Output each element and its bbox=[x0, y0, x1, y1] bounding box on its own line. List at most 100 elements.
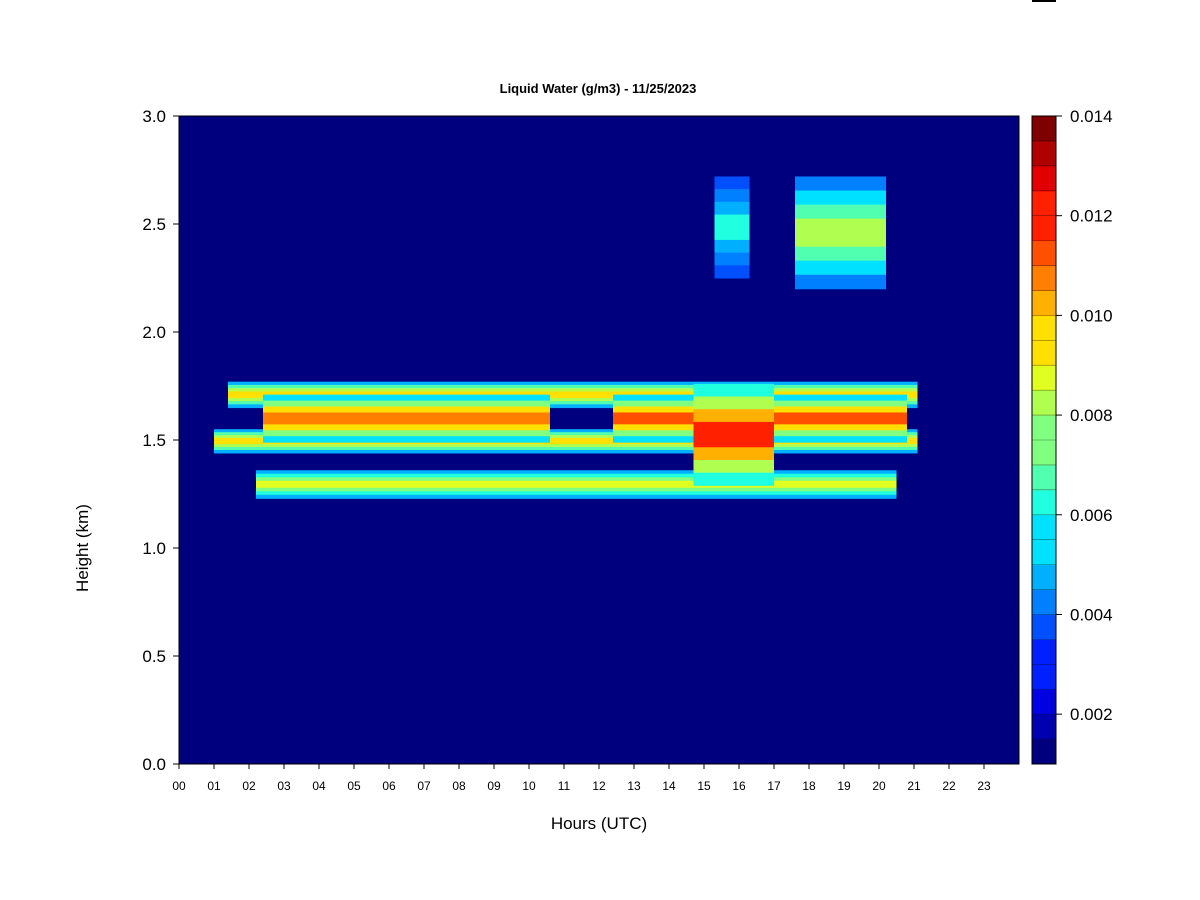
colorbar-segment bbox=[1032, 365, 1056, 391]
heatmap-cell bbox=[263, 400, 550, 408]
colorbar-segment bbox=[1032, 415, 1056, 441]
colorbar-tick-label: 0.004 bbox=[1070, 605, 1113, 624]
x-tick-label: 13 bbox=[627, 779, 641, 793]
x-tick-label: 16 bbox=[732, 779, 746, 793]
heatmap-cell bbox=[714, 176, 750, 190]
x-tick-label: 14 bbox=[662, 779, 676, 793]
heatmap-cell bbox=[263, 418, 550, 425]
colorbar-tick-label: 0.014 bbox=[1070, 107, 1113, 126]
heatmap-cell bbox=[795, 246, 886, 262]
colorbar-frame bbox=[1031, 115, 1057, 765]
heatmap-cell bbox=[263, 430, 550, 437]
heatmap-cell bbox=[714, 265, 750, 279]
x-tick-label: 05 bbox=[347, 779, 361, 793]
y-tick-label: 1.5 bbox=[142, 431, 166, 450]
x-tick-label: 18 bbox=[802, 779, 816, 793]
heatmap-cell bbox=[714, 227, 750, 241]
heatmap-cell bbox=[714, 214, 750, 228]
colorbar-segment bbox=[1032, 116, 1056, 142]
heatmap-cell bbox=[795, 260, 886, 276]
heatmap-cell bbox=[214, 438, 918, 442]
colorbar-tick-label: 0.002 bbox=[1070, 705, 1113, 724]
heatmap-cell bbox=[263, 394, 550, 402]
colorbar-segment bbox=[1032, 489, 1056, 516]
y-tick-label: 1.0 bbox=[142, 539, 166, 558]
heatmap-cell bbox=[714, 189, 750, 203]
colorbar-segment bbox=[1032, 539, 1056, 566]
colorbar-segment bbox=[1032, 514, 1056, 541]
heatmap-cell bbox=[795, 204, 886, 220]
heatmap-cell bbox=[256, 487, 897, 492]
heatmap-cell bbox=[714, 201, 750, 216]
x-tick-label: 21 bbox=[907, 779, 921, 793]
heatmap-cell bbox=[714, 252, 750, 266]
y-tick-label: 0.0 bbox=[142, 755, 166, 774]
x-tick-label: 02 bbox=[242, 779, 256, 793]
x-tick-label: 06 bbox=[382, 779, 396, 793]
colorbar: 0.002 0.004 0.006 0.008 0.010 0.012 0.014 bbox=[1031, 107, 1113, 765]
heatmap-cell bbox=[228, 384, 918, 389]
x-axis: 00 01 02 03 04 05 06 07 08 09 10 11 12 13 14 15 16 17 18 19… bbox=[172, 764, 991, 793]
heatmap-cell bbox=[214, 429, 918, 433]
heatmap-cell bbox=[256, 484, 897, 489]
colorbar-segment bbox=[1032, 340, 1056, 366]
heatmap-cell bbox=[693, 421, 774, 436]
heatmap-cell bbox=[228, 388, 918, 392]
heatmap-cell bbox=[228, 394, 918, 399]
y-axis: 0.0 0.5 1.0 1.5 2.0 2.5 3.0 bbox=[142, 107, 179, 774]
x-tick-label: 11 bbox=[558, 779, 571, 793]
corner-mark bbox=[1032, 0, 1056, 2]
colorbar-segment bbox=[1032, 315, 1056, 341]
heatmap-cell bbox=[256, 480, 897, 485]
heatmap-cell bbox=[693, 472, 774, 486]
x-tick-label: 23 bbox=[977, 779, 991, 793]
colorbar-segment bbox=[1032, 240, 1056, 267]
colorbar-segment bbox=[1032, 265, 1056, 291]
y-tick-label: 2.5 bbox=[142, 215, 166, 234]
x-tick-label: 12 bbox=[592, 779, 606, 793]
x-tick-label: 10 bbox=[522, 779, 536, 793]
y-tick-label: 0.5 bbox=[142, 647, 166, 666]
x-axis-label: Hours (UTC) bbox=[551, 814, 647, 833]
heatmap-cell bbox=[256, 491, 897, 496]
heatmap-cell bbox=[714, 239, 750, 254]
colorbar-tick-label: 0.008 bbox=[1070, 406, 1113, 425]
heatmap-cell bbox=[263, 412, 550, 419]
heatmap-cell bbox=[693, 434, 774, 448]
heatmap-cell bbox=[228, 381, 918, 386]
colorbar-segment bbox=[1032, 165, 1056, 192]
heatmap-cell bbox=[795, 190, 886, 206]
heatmap-cell bbox=[214, 441, 918, 445]
x-tick-label: 17 bbox=[767, 779, 781, 793]
colorbar-tick-label: 0.012 bbox=[1070, 207, 1113, 226]
plot-area bbox=[178, 115, 1020, 765]
heatmap-cell bbox=[214, 444, 918, 448]
colorbar-segment bbox=[1032, 140, 1056, 167]
colorbar-segment bbox=[1032, 614, 1056, 640]
colorbar-segment bbox=[1032, 739, 1056, 765]
heatmap-cell bbox=[693, 383, 774, 398]
x-tick-label: 19 bbox=[837, 779, 851, 793]
x-tick-label: 00 bbox=[172, 779, 186, 793]
x-tick-label: 04 bbox=[312, 779, 326, 793]
heatmap-cell bbox=[214, 447, 918, 451]
heatmap-cells bbox=[214, 176, 918, 499]
colorbar-segment bbox=[1032, 639, 1056, 665]
colorbar-segment bbox=[1032, 190, 1056, 217]
heatmap-cell bbox=[263, 424, 550, 431]
heatmap-cell bbox=[214, 432, 918, 436]
heatmap-cell bbox=[795, 218, 886, 234]
heatmap-cell bbox=[693, 396, 774, 410]
colorbar-segment bbox=[1032, 390, 1056, 416]
heatmap-cell bbox=[228, 404, 918, 409]
x-tick-label: 09 bbox=[487, 779, 501, 793]
colorbar-segment bbox=[1032, 664, 1056, 690]
heatmap-cell bbox=[214, 449, 918, 454]
heatmap-cell bbox=[256, 477, 897, 482]
colorbar-segment bbox=[1032, 714, 1056, 740]
colorbar-segment bbox=[1032, 215, 1056, 242]
heatmap-cell bbox=[263, 406, 550, 413]
chart-title: Liquid Water (g/m3) - 11/25/2023 bbox=[500, 81, 697, 96]
colorbar-segment bbox=[1032, 290, 1056, 316]
colorbar-segment bbox=[1032, 689, 1056, 715]
